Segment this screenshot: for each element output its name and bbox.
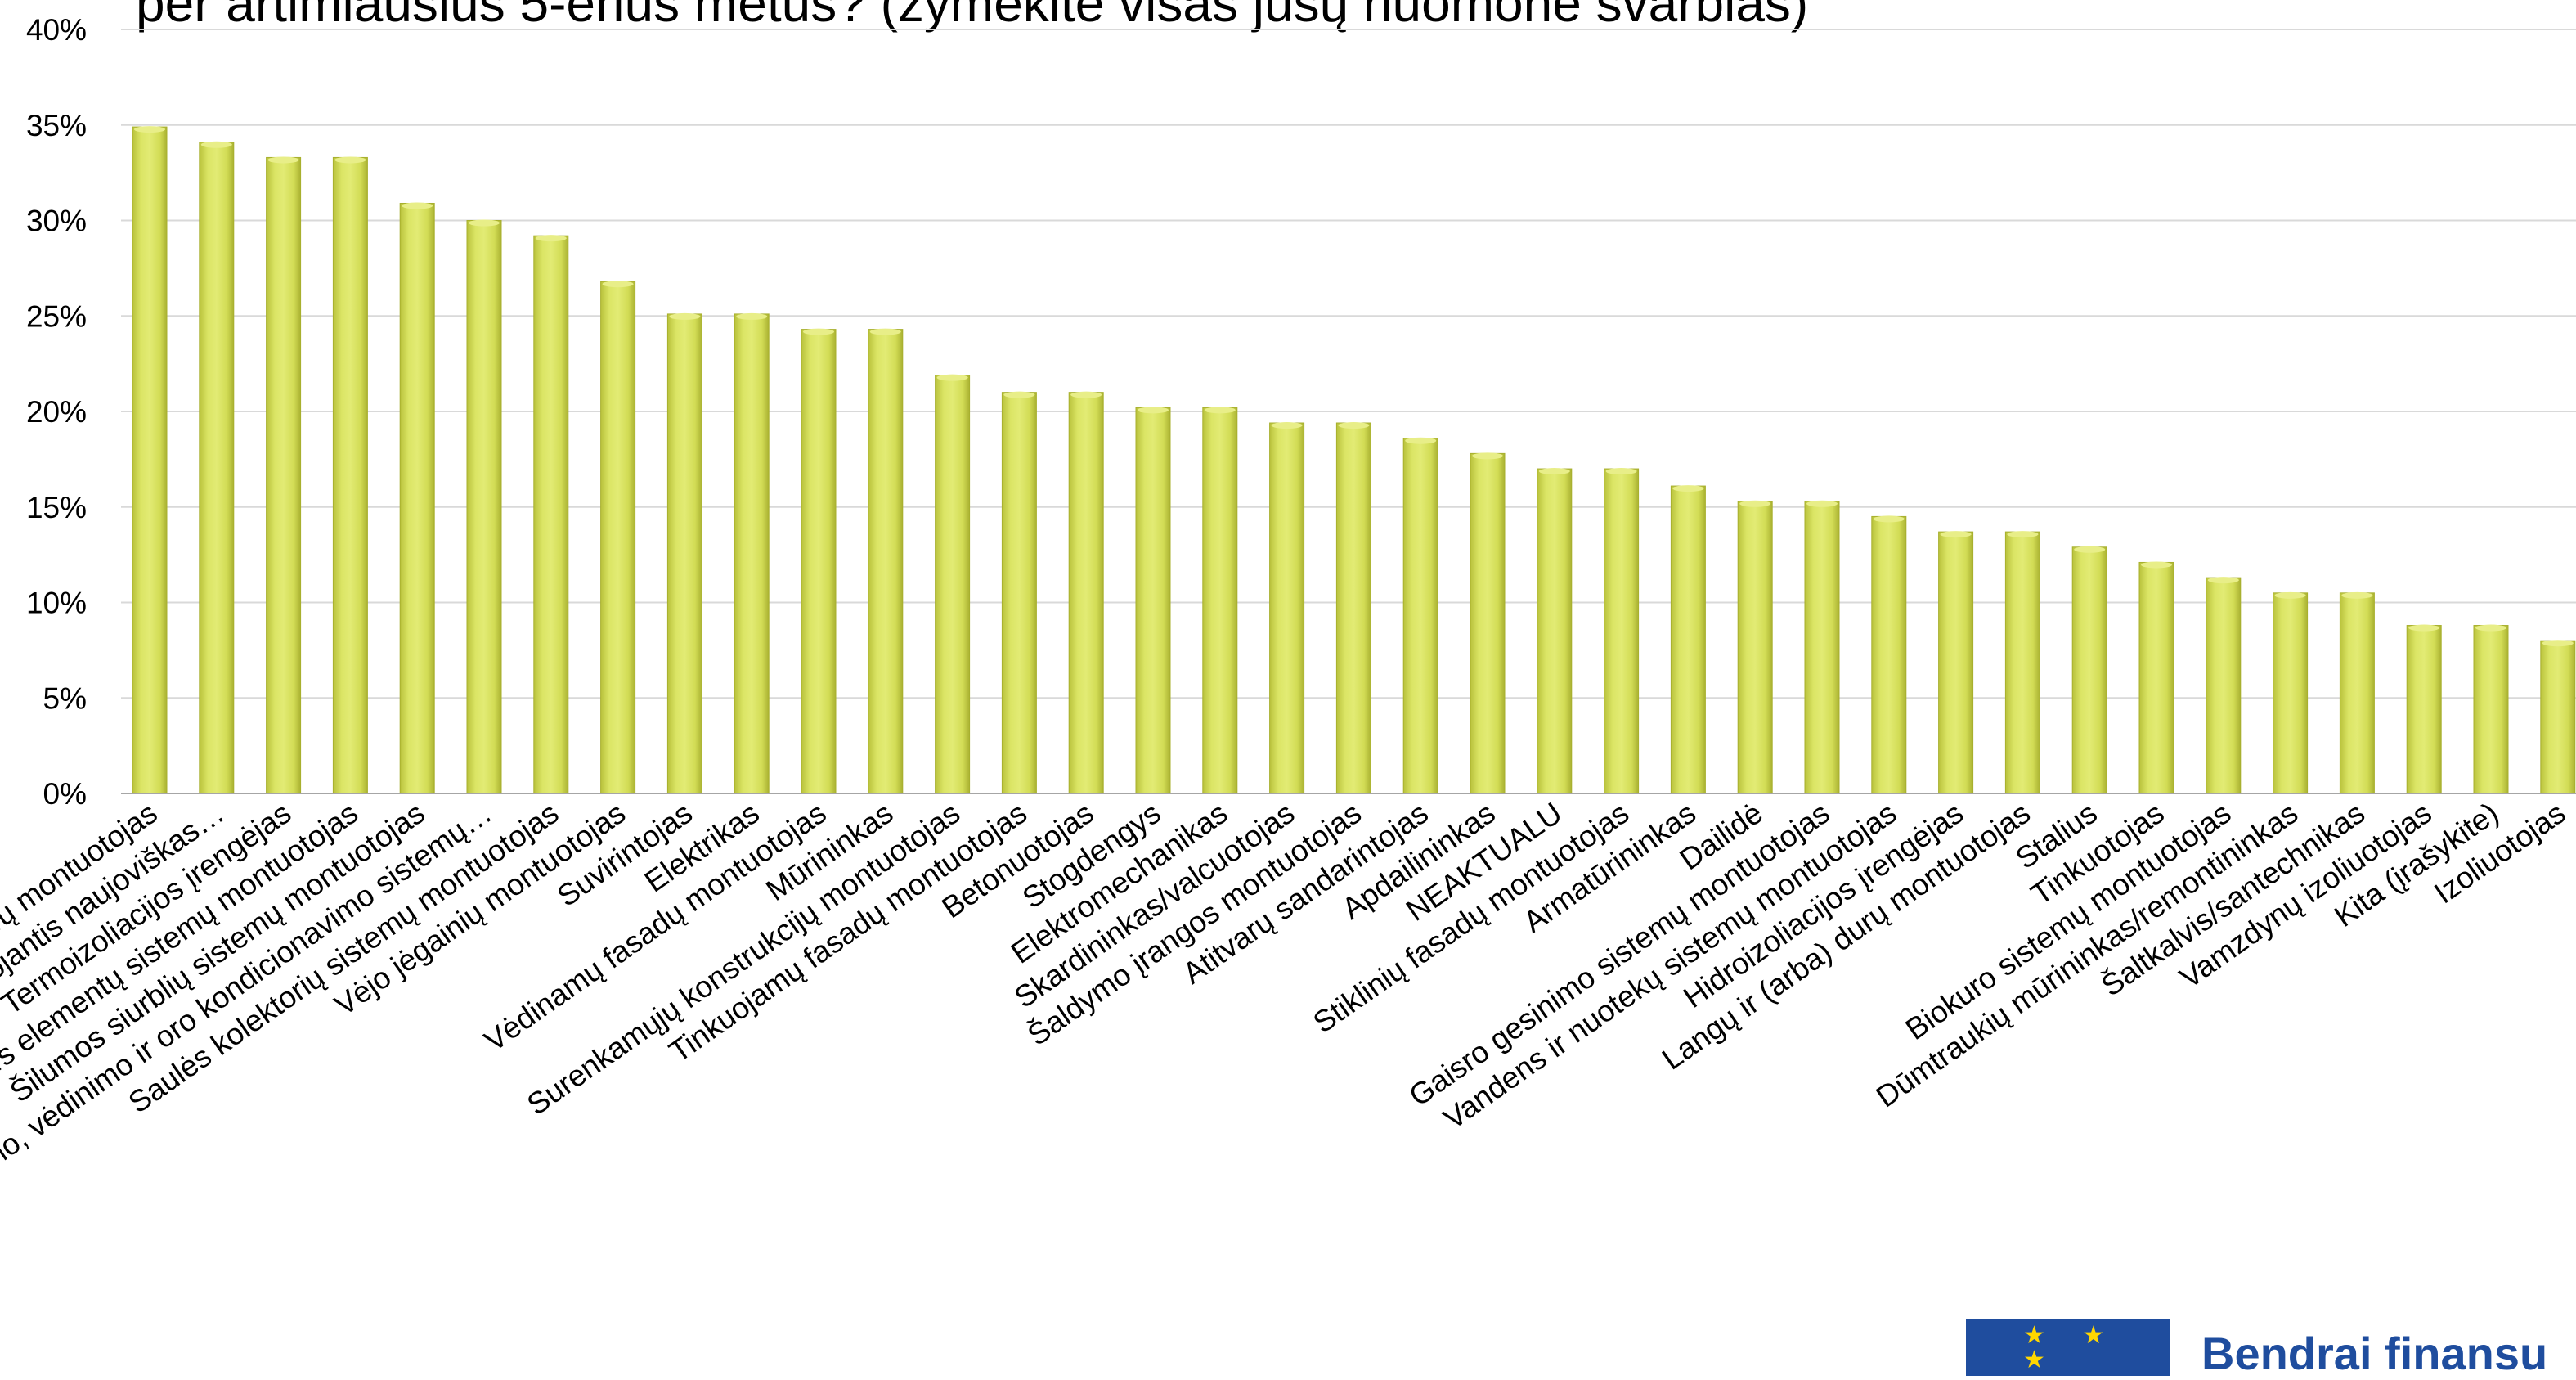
bar	[1470, 452, 1506, 794]
bar	[666, 312, 702, 794]
bar	[2339, 591, 2375, 794]
bar	[2406, 624, 2442, 794]
bar	[734, 312, 770, 794]
bar	[2273, 591, 2309, 794]
bars	[132, 126, 2576, 794]
bar	[1135, 407, 1171, 794]
bar	[1537, 468, 1573, 794]
y-tick-label: 40%	[26, 13, 87, 47]
bar	[399, 202, 435, 794]
y-tick-label: 10%	[26, 587, 87, 620]
x-axis-category-labels: …ų montuotojas…dojantis naujoviškas…Term…	[0, 796, 2571, 1203]
bar	[1068, 391, 1104, 794]
y-tick-label: 30%	[26, 205, 87, 238]
eu-flag-logo: ★ ★ ★	[1966, 1319, 2170, 1376]
y-tick-label: 5%	[43, 681, 87, 715]
bar	[1202, 407, 1238, 794]
y-tick-label: 15%	[26, 491, 87, 524]
bar	[868, 328, 904, 794]
cofunded-label: Bendrai finansu	[2201, 1328, 2548, 1379]
y-tick-label: 25%	[26, 299, 87, 333]
bar	[2206, 577, 2242, 794]
eu-stars-icon: ★ ★ ★	[2023, 1321, 2120, 1374]
bar	[600, 281, 636, 794]
bar	[1938, 531, 1974, 794]
bar	[266, 156, 302, 794]
bar	[1001, 391, 1037, 794]
bar	[1335, 422, 1371, 794]
y-axis-tick-labels: 40% 35% 30% 25% 20% 15% 10% 5% 0%	[26, 13, 87, 811]
bar	[1871, 515, 1907, 794]
bar	[1737, 500, 1773, 794]
y-tick-label: 0%	[43, 777, 87, 811]
chart-title: per artimiausius 5-erius metus? (žymėkit…	[136, 0, 1808, 33]
bar	[466, 219, 502, 794]
bar	[2540, 640, 2576, 794]
bar	[199, 141, 235, 794]
y-tick-label: 35%	[26, 109, 87, 142]
bar	[2473, 624, 2509, 794]
bar	[1269, 422, 1305, 794]
bar	[2138, 561, 2174, 794]
bar	[533, 235, 569, 794]
bar	[1804, 500, 1840, 794]
bar	[1402, 437, 1438, 794]
y-tick-label: 20%	[26, 395, 87, 429]
bar	[1670, 485, 1706, 794]
bar	[2071, 546, 2107, 794]
bar	[132, 126, 168, 794]
bar	[1604, 468, 1640, 794]
bar	[332, 156, 368, 794]
bar	[801, 328, 837, 794]
bar	[2004, 531, 2040, 794]
bar	[935, 374, 971, 794]
